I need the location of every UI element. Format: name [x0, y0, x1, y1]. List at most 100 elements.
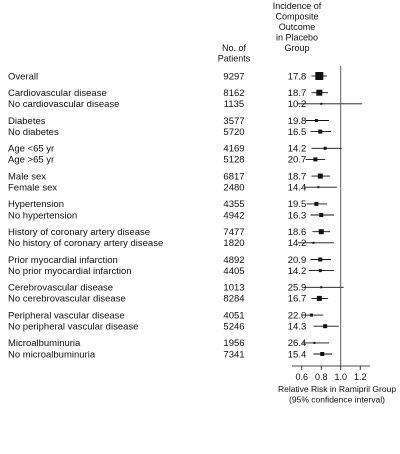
subgroup-label: No prior myocardial infarction [8, 266, 132, 277]
incidence-header-line: Incidence of [273, 1, 322, 11]
incidence-value: 19.5 [288, 199, 307, 210]
patient-count: 8162 [223, 88, 244, 99]
subgroup-label: No microalbuminuria [8, 349, 96, 360]
x-axis-title: (95% confidence interval) [289, 395, 385, 405]
subgroup-row: No peripheral vascular disease 5246 14.3 [8, 322, 339, 333]
patient-count: 1820 [223, 238, 244, 249]
subgroup-label: Male sex [8, 171, 46, 182]
subgroup-row: Prior myocardial infarction 4892 20.9 [8, 255, 331, 266]
incidence-value: 14.3 [288, 322, 307, 333]
point-estimate [320, 102, 323, 105]
incidence-value: 14.2 [288, 238, 307, 249]
subgroup-label: Diabetes [8, 116, 46, 127]
subgroup-row: History of coronary artery disease 7477 18… [8, 227, 331, 238]
incidence-value: 16.7 [288, 294, 307, 305]
subgroup-row: Hypertension 4355 19.5 [8, 199, 328, 210]
patient-count: 5128 [223, 155, 244, 166]
subgroup-row: No history of coronary artery disease 182… [8, 238, 334, 249]
point-estimate [314, 201, 319, 206]
subgroup-row: Diabetes 3577 19.8 [8, 116, 330, 127]
patient-count: 4169 [223, 144, 244, 155]
point-estimate [317, 173, 323, 179]
incidence-value: 14.4 [288, 183, 307, 194]
incidence-value: 20.7 [288, 155, 307, 166]
x-tick-label: 1.2 [354, 372, 367, 382]
patient-count: 4942 [223, 210, 244, 221]
incidence-value: 15.4 [288, 349, 307, 360]
subgroup-label: Microalbuminuria [8, 338, 81, 349]
patient-count: 4892 [223, 255, 244, 266]
patient-count: 5720 [223, 127, 244, 138]
point-estimate [317, 186, 320, 189]
subgroup-label: Overall [8, 71, 38, 82]
patient-count: 9297 [223, 71, 244, 82]
patient-count: 1135 [224, 99, 244, 110]
x-tick-label: 0.6 [295, 372, 308, 382]
incidence-value: 16.3 [288, 210, 307, 221]
incidence-value: 14.2 [288, 266, 307, 277]
incidence-value: 10.2 [288, 99, 307, 110]
incidence-header-line: in Placebo [276, 33, 318, 43]
x-axis-title: Relative Risk in Ramipril Group [278, 384, 396, 394]
point-estimate [323, 146, 327, 150]
point-estimate [320, 352, 325, 356]
subgroup-row: No hypertension 4942 16.3 [8, 210, 334, 221]
patient-count: 2480 [223, 183, 244, 194]
subgroup-row: Cardiovascular disease 8162 18.7 [8, 88, 329, 99]
incidence-value: 25.9 [288, 283, 307, 294]
subgroup-label: Peripheral vascular disease [8, 310, 125, 321]
subgroup-row: Age <65 yr 4169 14.2 [8, 144, 342, 155]
subgroup-label: History of coronary artery disease [8, 227, 150, 238]
subgroup-row: Cerebrovascular disease 1013 25.9 [8, 283, 344, 294]
incidence-value: 14.2 [288, 144, 307, 155]
incidence-header-line: Composite [275, 12, 318, 22]
point-estimate [318, 257, 323, 262]
subgroup-row: Overall 9297 17.8 [8, 71, 328, 82]
incidence-value: 18.6 [288, 227, 307, 238]
subgroup-rows: Overall 9297 17.8 Cardiovascular disease 816… [8, 71, 363, 360]
subgroup-label: No cerebrovascular disease [8, 294, 126, 305]
subgroup-label: No peripheral vascular disease [8, 322, 138, 333]
incidence-value: 18.7 [288, 88, 307, 99]
incidence-value: 22.0 [288, 310, 307, 321]
patient-count: 1956 [223, 338, 244, 349]
incidence-value: 16.5 [288, 127, 307, 138]
point-estimate [314, 119, 318, 122]
subgroup-row: No prior myocardial infarction 4405 14.2 [8, 266, 334, 277]
incidence-value: 20.9 [288, 255, 307, 266]
subgroup-label: Age <65 yr [8, 144, 54, 155]
x-tick-label: 0.8 [315, 372, 328, 382]
subgroup-label: Prior myocardial infarction [8, 255, 118, 266]
subgroup-label: Age >65 yr [8, 155, 54, 166]
patient-count: 4355 [223, 199, 244, 210]
x-axis: 0.6 0.8 1.0 1.2 Relative Risk in Ramipril Gr… [278, 66, 396, 405]
point-estimate [312, 241, 315, 244]
point-estimate [316, 89, 323, 96]
subgroup-label: Female sex [8, 183, 57, 194]
point-estimate [323, 324, 328, 329]
patient-count: 5246 [223, 322, 244, 333]
point-estimate [318, 129, 323, 134]
incidence-value: 19.8 [288, 116, 307, 127]
subgroup-row: Male sex 6817 18.7 [8, 171, 331, 182]
subgroup-label: No history of coronary artery disease [8, 238, 163, 249]
point-estimate [313, 341, 316, 344]
incidence-value: 18.7 [288, 171, 307, 182]
subgroup-label: Cerebrovascular disease [8, 283, 113, 294]
point-estimate [318, 229, 324, 235]
subgroup-row: Microalbuminuria 1956 26.4 [8, 338, 330, 349]
patient-count: 4405 [223, 266, 244, 277]
patient-count: 6817 [223, 171, 244, 182]
point-estimate [310, 313, 313, 317]
incidence-value: 17.8 [288, 71, 307, 82]
subgroup-row: No cerebrovascular disease 8284 16.7 [8, 294, 329, 305]
x-tick-label: 1.0 [334, 372, 347, 382]
incidence-value: 26.4 [288, 338, 307, 349]
point-estimate [318, 269, 322, 273]
subgroup-label: Hypertension [8, 199, 64, 210]
subgroup-row: No microalbuminuria 7341 15.4 [8, 349, 332, 360]
